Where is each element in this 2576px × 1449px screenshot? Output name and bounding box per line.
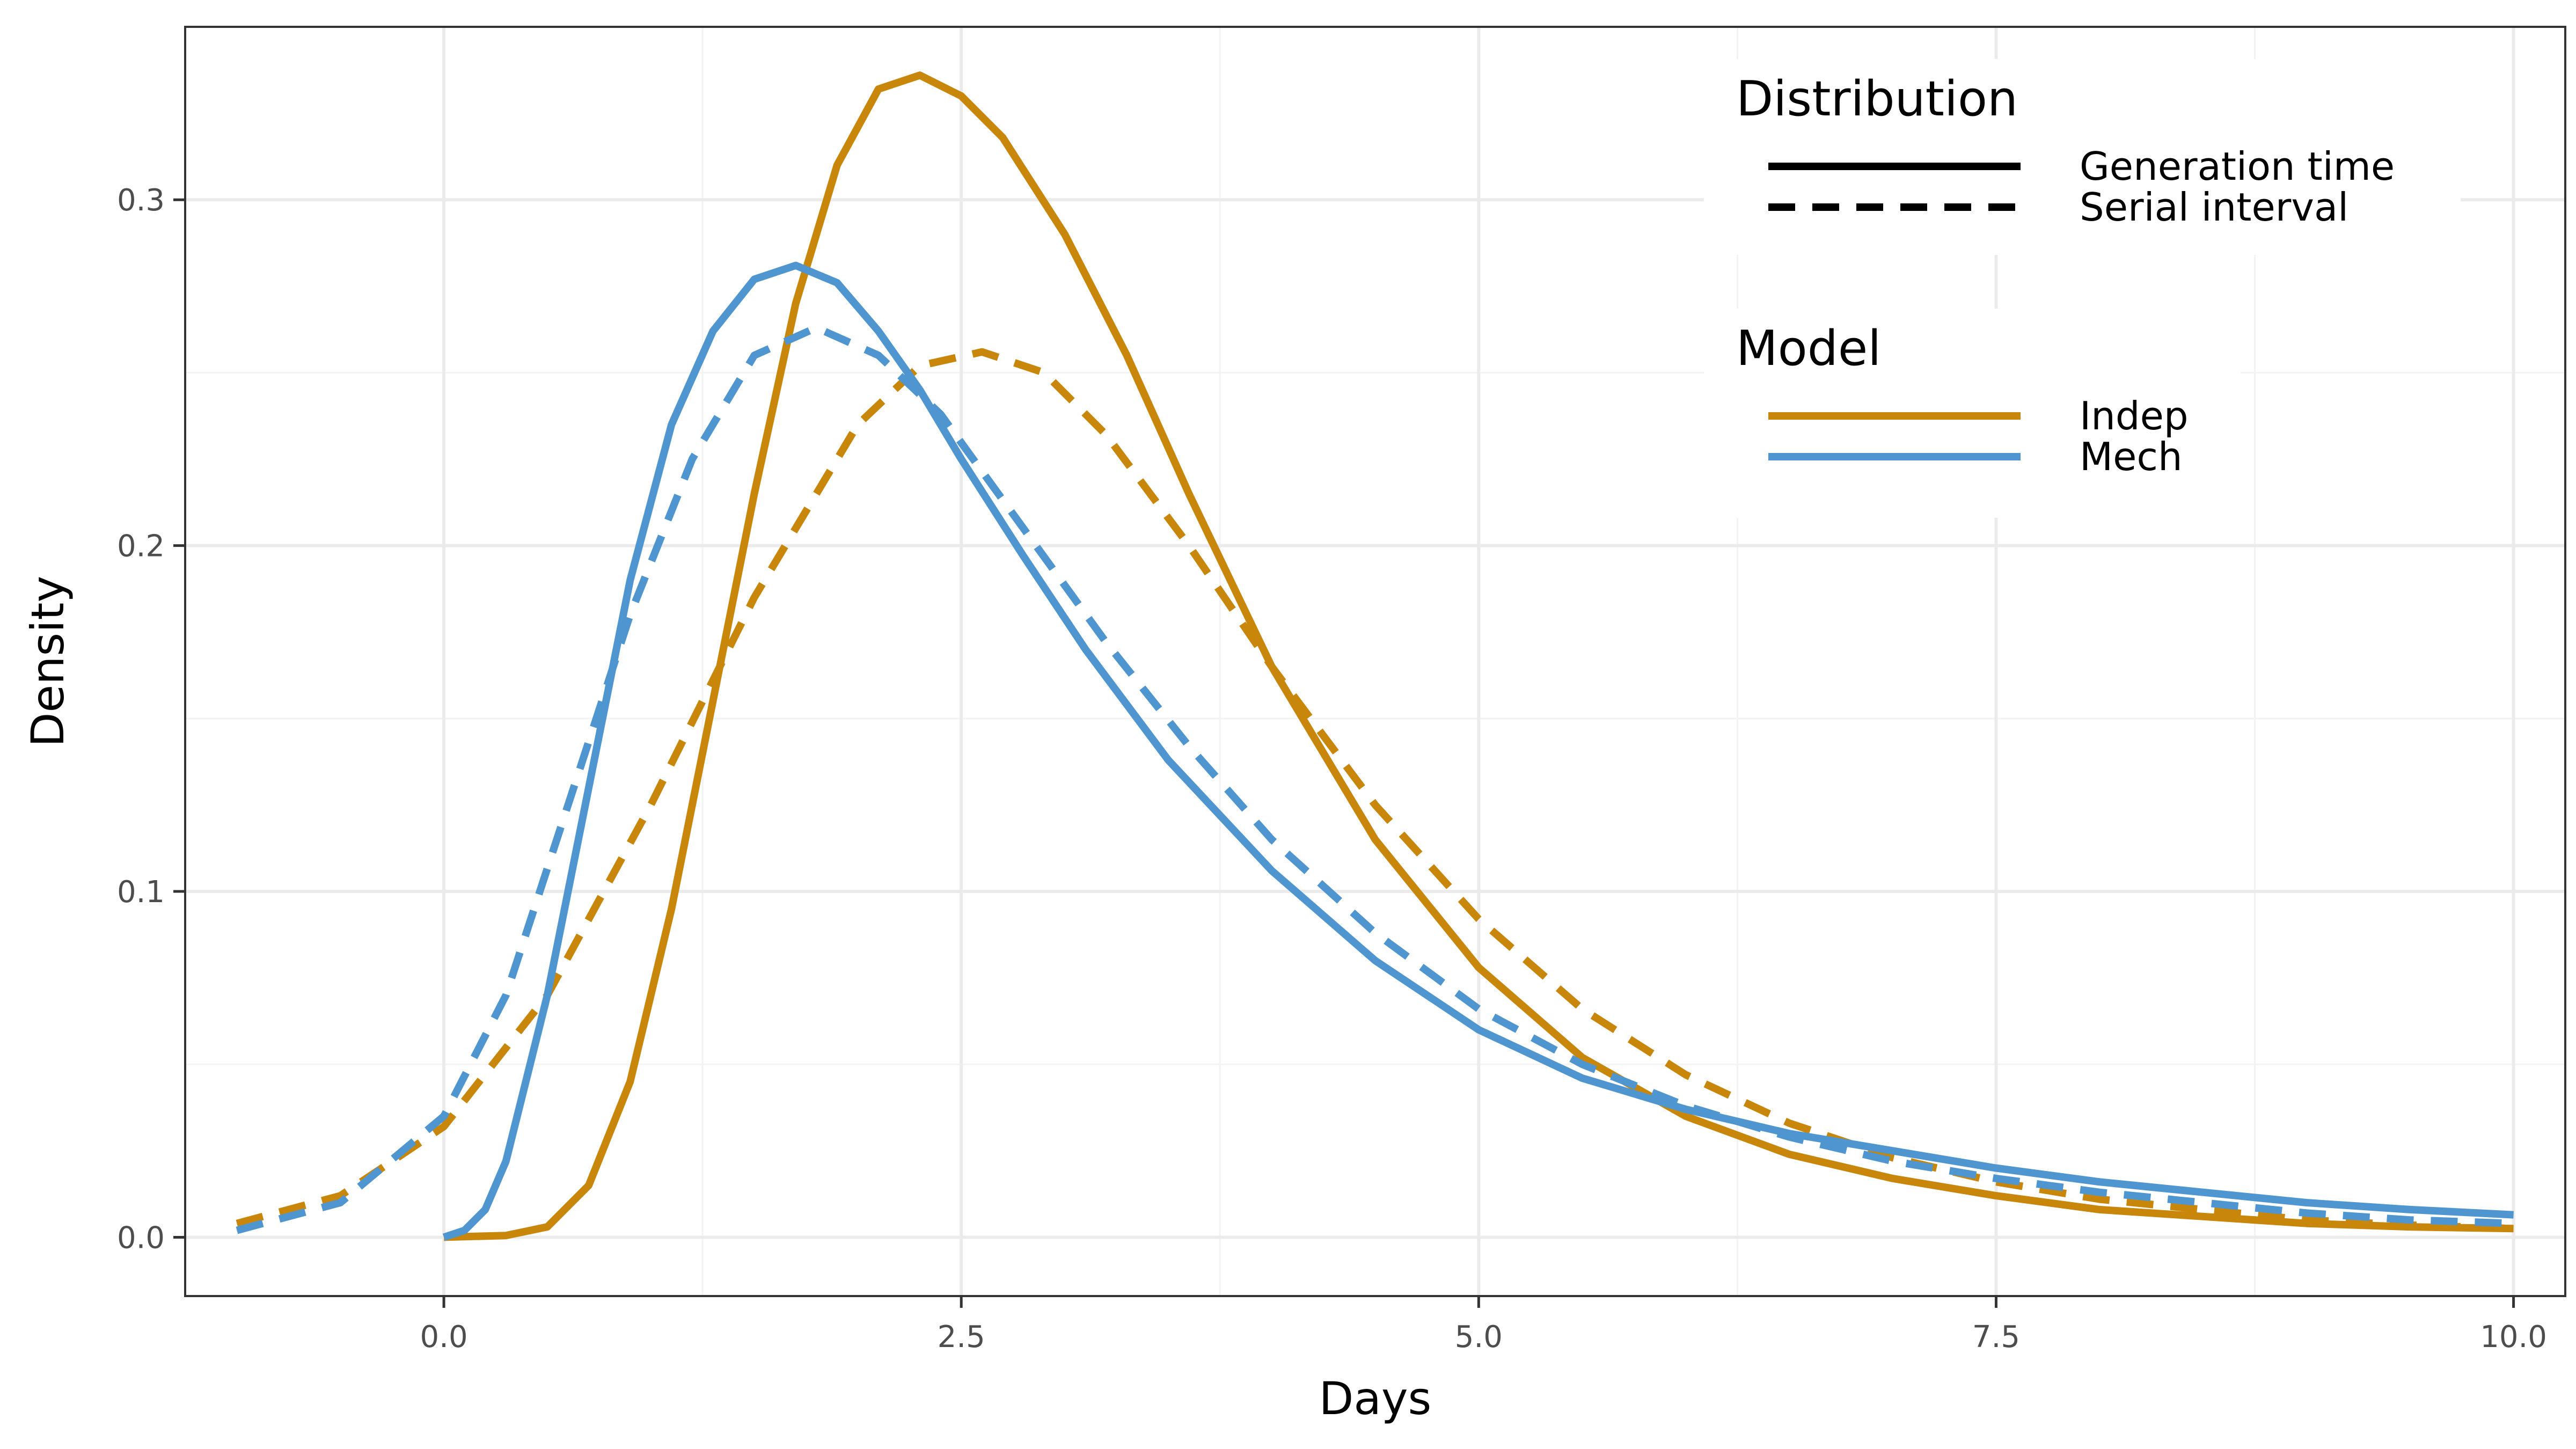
series-line-mech-generation-time	[442, 261, 2514, 1241]
grid	[184, 27, 2565, 1296]
legend-background	[1704, 59, 2461, 255]
axes: 0.0 2.5 5.0 7.5 10.0 0.0 0.1 0.2 0.3 Days Density	[21, 183, 2547, 1425]
legend-title: Model	[1736, 320, 1881, 377]
plot-panel-border	[184, 26, 2566, 1297]
legend-label: Generation time	[2080, 144, 2395, 189]
legend-label: Serial interval	[2080, 185, 2348, 230]
x-tick-label: 0.0	[420, 1320, 468, 1355]
legend-title: Distribution	[1736, 71, 2018, 127]
y-tick-label: 0.2	[117, 529, 165, 564]
series-lines	[236, 71, 2514, 1241]
y-axis-title: Density	[21, 576, 74, 747]
y-tick-label: 0.0	[117, 1220, 165, 1255]
series-line-indep-generation-time	[443, 71, 2514, 1241]
x-tick-label: 5.0	[1455, 1320, 1503, 1355]
x-axis-title: Days	[1319, 1372, 1432, 1425]
y-tick-label: 0.3	[117, 183, 165, 218]
x-tick-label: 10.0	[2480, 1320, 2547, 1355]
legend-label: Mech	[2080, 434, 2183, 479]
series-line-indep-serial-interval	[236, 348, 2514, 1233]
legend-label: Indep	[2080, 393, 2189, 438]
x-tick-label: 7.5	[1972, 1320, 2020, 1355]
y-tick-label: 0.1	[117, 875, 165, 910]
x-tick-label: 2.5	[938, 1320, 985, 1355]
